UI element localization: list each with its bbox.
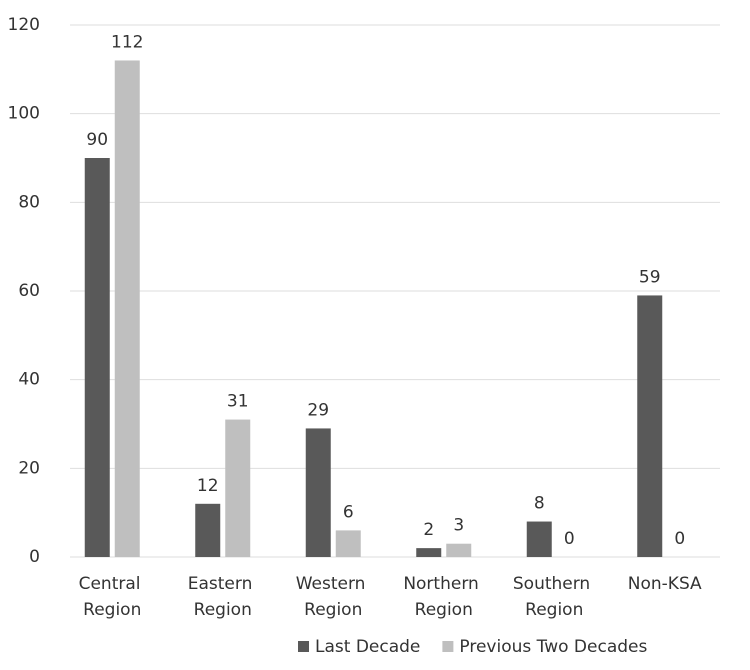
data-label: 112: [111, 32, 143, 52]
bar: [305, 428, 331, 557]
bar: [195, 503, 221, 557]
y-tick-label: 20: [18, 458, 40, 478]
y-tick-label: 0: [29, 547, 40, 567]
x-tick-label: Central Region: [79, 574, 146, 620]
x-tick-label: Northern Region: [403, 574, 484, 620]
legend-swatch: [442, 641, 454, 652]
data-label: 0: [564, 529, 575, 549]
y-tick-label: 40: [18, 370, 40, 390]
y-tick-label: 60: [18, 281, 40, 301]
data-label: 31: [227, 392, 249, 412]
x-tick-label: Western Region: [296, 574, 371, 620]
data-label: 29: [307, 400, 329, 420]
data-label: 59: [639, 267, 661, 287]
x-tick-label: Non-KSA: [628, 574, 702, 594]
x-tick-label: Southern Region: [513, 574, 596, 620]
bar: [416, 548, 442, 557]
bar: [637, 295, 663, 557]
legend-swatch: [298, 641, 309, 652]
y-tick-label: 100: [8, 104, 40, 124]
y-tick-label: 80: [18, 192, 40, 212]
bar: [114, 60, 140, 557]
x-tick-label: Eastern Region: [188, 574, 258, 620]
data-label: 90: [86, 130, 108, 150]
legend-label: Last Decade: [315, 637, 420, 657]
legend-label: Previous Two Decades: [459, 637, 647, 657]
data-label: 6: [343, 502, 354, 522]
bar: [446, 543, 472, 557]
data-label: 2: [423, 520, 434, 540]
data-label: 3: [453, 516, 464, 536]
bar: [225, 419, 251, 557]
bar: [526, 521, 552, 557]
data-label: 0: [674, 529, 685, 549]
bar: [84, 158, 110, 557]
y-tick-label: 120: [8, 15, 40, 35]
data-label: 8: [534, 494, 545, 514]
bar: [335, 530, 361, 557]
data-label: 12: [197, 476, 219, 496]
